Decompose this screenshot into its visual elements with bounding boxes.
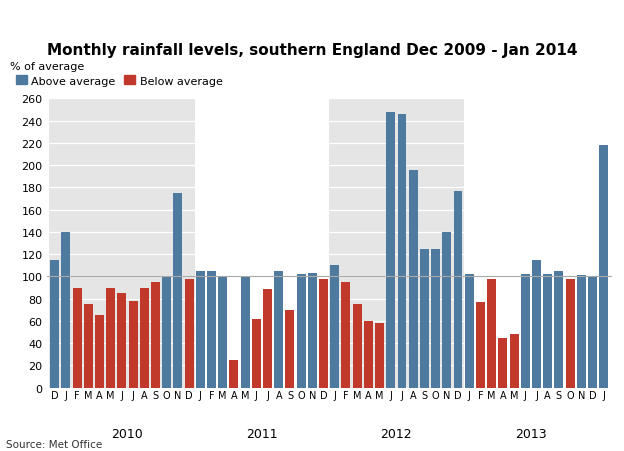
Bar [329,99,464,388]
Bar [431,249,440,388]
Bar [218,277,227,388]
Bar [140,288,149,388]
Bar [241,277,250,388]
Bar [117,294,126,388]
Bar [84,304,93,388]
Bar [499,338,507,388]
Bar [319,279,328,388]
Bar [588,277,597,388]
Bar [364,321,373,388]
Bar [151,282,160,388]
Bar [296,275,306,388]
Bar [330,266,339,388]
Bar [409,170,417,388]
Text: Source: Met Office: Source: Met Office [6,439,102,449]
Bar [465,275,474,388]
Bar [252,319,261,388]
Bar [386,113,395,388]
Bar [308,273,317,388]
Bar [173,193,182,388]
Bar [510,335,519,388]
Bar [599,146,608,388]
Bar [554,272,563,388]
Bar [420,249,429,388]
Bar [106,288,115,388]
Bar [129,301,137,388]
Bar [230,360,238,388]
Bar [207,272,216,388]
Bar [454,191,462,388]
Text: 2012: 2012 [381,427,412,440]
Bar [476,302,485,388]
Text: 2013: 2013 [515,427,547,440]
Bar [375,323,384,388]
Bar [487,279,496,388]
Bar [532,260,541,388]
Text: % of average: % of average [10,62,84,72]
Bar [50,260,59,388]
Bar [185,279,193,388]
Text: 2011: 2011 [246,427,278,440]
Text: 2010: 2010 [112,427,144,440]
Bar [275,272,283,388]
Text: Monthly rainfall levels, southern England Dec 2009 - Jan 2014: Monthly rainfall levels, southern Englan… [47,43,577,58]
Bar [162,277,171,388]
Bar [521,275,530,388]
Bar [285,310,295,388]
Bar [353,304,362,388]
Legend: Above average, Below average: Above average, Below average [16,76,223,86]
Bar [263,289,272,388]
Bar [61,232,71,388]
Bar [49,99,195,388]
Bar [577,276,586,388]
Bar [543,275,552,388]
Bar [442,232,451,388]
Bar [397,115,406,388]
Bar [95,316,104,388]
Bar [565,279,575,388]
Bar [341,282,351,388]
Bar [72,288,82,388]
Bar [196,272,205,388]
